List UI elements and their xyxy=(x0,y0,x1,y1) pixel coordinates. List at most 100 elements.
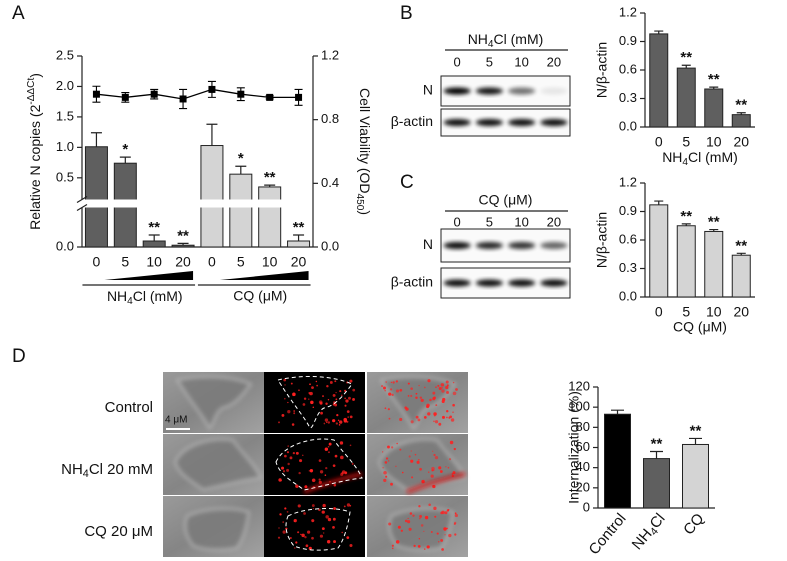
red-signal xyxy=(405,407,409,411)
red-signal xyxy=(390,381,393,384)
red-signal xyxy=(446,409,449,413)
red-signal xyxy=(324,418,329,422)
error-bar xyxy=(736,252,746,256)
red-signal xyxy=(286,451,289,454)
error-bar xyxy=(736,112,746,115)
red-signal xyxy=(415,415,419,419)
red-signal xyxy=(339,441,344,445)
x-tick-label: 10 xyxy=(262,254,278,270)
red-signal xyxy=(407,395,410,397)
red-signal xyxy=(428,503,431,507)
y-tick-label: 0.0 xyxy=(619,118,637,133)
red-signal xyxy=(441,548,444,551)
red-signal xyxy=(344,397,347,400)
red-signal xyxy=(292,392,296,397)
x-tick-label: CQ xyxy=(680,510,707,538)
red-signal xyxy=(415,396,418,400)
red-signal xyxy=(420,524,424,527)
bar xyxy=(676,67,696,128)
red-signal xyxy=(387,408,390,411)
red-signal xyxy=(346,536,350,540)
red-signal xyxy=(284,507,287,510)
red-signal xyxy=(446,527,448,530)
red-signal xyxy=(384,461,388,464)
red-signal xyxy=(319,470,324,474)
red-signal xyxy=(340,473,344,477)
red-signal xyxy=(328,451,330,454)
blot-band xyxy=(508,87,536,95)
red-signal xyxy=(407,517,409,520)
bar xyxy=(682,443,709,509)
blot-band xyxy=(540,87,568,95)
significance: ** xyxy=(735,97,747,114)
x-tick-label: 5 xyxy=(121,254,129,270)
red-signal xyxy=(327,445,330,448)
red-signal xyxy=(404,519,408,523)
red-signal xyxy=(439,470,443,473)
red-signal xyxy=(446,416,448,419)
line-point xyxy=(179,95,187,103)
y-tick-label: 120 xyxy=(568,378,590,393)
red-signal xyxy=(384,389,387,392)
cell-shape xyxy=(388,507,455,552)
red-signal xyxy=(309,393,311,396)
red-signal xyxy=(311,386,314,390)
axis-break-mark xyxy=(76,195,88,212)
red-signal xyxy=(343,505,346,508)
blot-band xyxy=(475,242,503,249)
red-signal xyxy=(279,513,282,516)
bar xyxy=(643,458,670,509)
red-signal xyxy=(321,510,325,514)
red-signal xyxy=(298,471,301,475)
x-tick-label: 5 xyxy=(237,254,245,270)
line-point xyxy=(295,93,303,101)
x-tick-label: 5 xyxy=(682,134,690,150)
red-signal xyxy=(437,384,440,387)
red-signal xyxy=(424,515,429,520)
bar xyxy=(649,33,669,128)
lane-label: 10 xyxy=(514,54,528,69)
x-tick-label: 0 xyxy=(93,254,101,270)
y-tick-label: 1.2 xyxy=(619,4,637,19)
red-signal xyxy=(382,386,386,390)
red-signal xyxy=(286,468,290,472)
red-signal xyxy=(349,544,353,548)
cell-shape xyxy=(377,438,467,492)
red-signal xyxy=(452,391,457,396)
red-signal xyxy=(430,531,433,534)
red-signal xyxy=(333,483,337,487)
error-bar xyxy=(654,30,664,34)
blot-row-label: β-actin xyxy=(391,113,433,129)
red-signal xyxy=(384,407,387,410)
red-signal xyxy=(423,386,426,389)
bar xyxy=(704,230,724,298)
red-signal xyxy=(290,382,293,385)
error-bar xyxy=(709,86,719,89)
red-signal xyxy=(327,421,331,424)
y-tick-label: 0.6 xyxy=(619,231,637,246)
red-signal xyxy=(444,511,448,515)
red-signal xyxy=(351,462,354,465)
red-signal xyxy=(321,527,325,531)
cell-shape xyxy=(184,507,251,552)
red-signal xyxy=(429,398,432,402)
red-signal xyxy=(293,410,296,412)
x-axis-label-part: Cl (mM) xyxy=(688,149,738,165)
red-signal xyxy=(344,389,347,392)
error-bar xyxy=(264,184,276,187)
red-signal xyxy=(323,532,325,534)
micrograph xyxy=(367,372,468,433)
red-signal xyxy=(345,399,349,403)
line-point xyxy=(150,90,158,98)
red-signal xyxy=(287,401,289,404)
red-signal xyxy=(415,392,418,395)
red-signal xyxy=(323,422,326,425)
red-signal xyxy=(344,471,348,475)
red-signal xyxy=(310,400,314,405)
red-signal xyxy=(334,403,338,407)
red-signal xyxy=(382,451,384,453)
y-axis-label-part: ) xyxy=(27,73,43,78)
red-signal xyxy=(444,534,446,536)
bar xyxy=(84,146,108,248)
